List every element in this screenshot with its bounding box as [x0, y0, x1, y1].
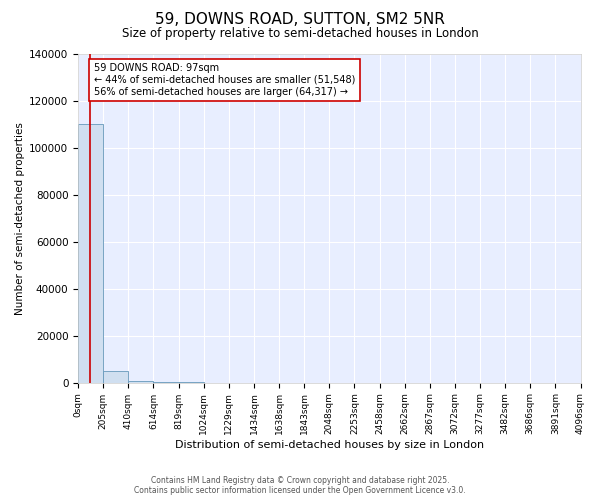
Text: Contains HM Land Registry data © Crown copyright and database right 2025.
Contai: Contains HM Land Registry data © Crown c… [134, 476, 466, 495]
Text: 59 DOWNS ROAD: 97sqm
← 44% of semi-detached houses are smaller (51,548)
56% of s: 59 DOWNS ROAD: 97sqm ← 44% of semi-detac… [94, 64, 355, 96]
X-axis label: Distribution of semi-detached houses by size in London: Distribution of semi-detached houses by … [175, 440, 484, 450]
Y-axis label: Number of semi-detached properties: Number of semi-detached properties [15, 122, 25, 314]
Bar [128, 381, 154, 382]
Text: 59, DOWNS ROAD, SUTTON, SM2 5NR: 59, DOWNS ROAD, SUTTON, SM2 5NR [155, 12, 445, 28]
Bar [78, 124, 103, 382]
Text: Size of property relative to semi-detached houses in London: Size of property relative to semi-detach… [122, 28, 478, 40]
Bar [103, 371, 128, 382]
